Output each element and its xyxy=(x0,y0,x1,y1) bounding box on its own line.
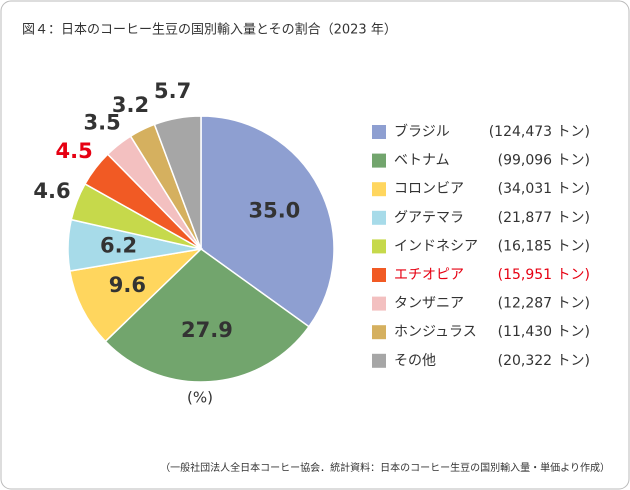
data-label: 4.5 xyxy=(56,139,93,163)
legend-swatch xyxy=(372,268,386,282)
data-label: 4.6 xyxy=(33,179,70,203)
legend-amount: (20,322 トン) xyxy=(498,353,590,369)
source-note: （一般社団法人全日本コーヒー協会．統計資料：日本のコーヒー生豆の国別輸入量・単価… xyxy=(160,461,610,474)
legend-amount: (99,096 トン) xyxy=(498,153,590,169)
data-label: 9.6 xyxy=(109,273,146,297)
pie-slice xyxy=(153,115,202,250)
legend-label: ホンジュラス xyxy=(394,324,477,340)
legend-label: その他 xyxy=(394,353,436,369)
legend-amount: (34,031 トン) xyxy=(498,181,590,197)
legend-swatch xyxy=(372,125,386,139)
legend-amount: (15,951 トン) xyxy=(498,267,590,283)
legend-swatch xyxy=(372,182,386,197)
legend-swatch xyxy=(372,353,386,368)
data-label: 3.5 xyxy=(84,111,121,135)
legend-label: グアテマラ xyxy=(394,210,464,226)
data-label: 35.0 xyxy=(248,198,300,222)
legend-label: エチオピア xyxy=(394,267,464,283)
legend-amount: (16,185 トン) xyxy=(498,238,590,254)
pie-slice xyxy=(104,248,310,383)
legend-swatch xyxy=(372,153,386,168)
data-label: 3.2 xyxy=(112,93,149,117)
pie-slice xyxy=(68,247,204,343)
pie-slice xyxy=(200,115,335,328)
legend-label: インドネシア xyxy=(394,238,478,254)
legend-amount: (11,430 トン) xyxy=(498,324,590,340)
legend-label: ベトナム xyxy=(394,153,450,169)
legend-label: コロンビア xyxy=(394,181,464,197)
chart-title: 図４：日本のコーヒー生豆の国別輸入量とその割合（2023 年） xyxy=(22,22,397,38)
data-label: 5.7 xyxy=(154,79,191,103)
legend-swatch xyxy=(372,325,386,340)
legend-swatch xyxy=(372,296,386,311)
legend-amount: (124,473 トン) xyxy=(489,124,590,140)
legend-label: ブラジル xyxy=(394,123,450,140)
data-label: 6.2 xyxy=(100,234,137,258)
legend-swatch xyxy=(372,210,386,225)
data-label: 27.9 xyxy=(181,318,233,342)
unit-label: (%) xyxy=(187,389,213,407)
legend-amount: (21,877 トン) xyxy=(498,210,590,226)
legend-amount: (12,287 トン) xyxy=(498,296,590,312)
legend-swatch xyxy=(372,239,386,254)
legend-label: タンザニア xyxy=(394,296,464,312)
